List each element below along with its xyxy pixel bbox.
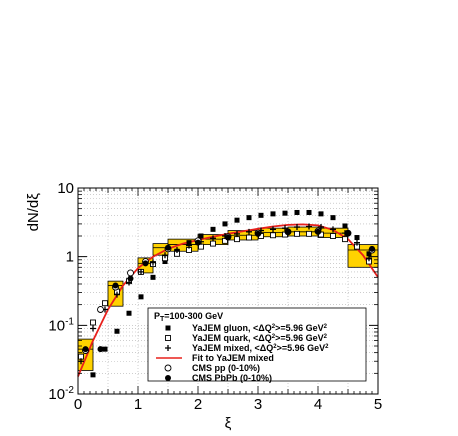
marker-square-filled: [318, 211, 324, 217]
legend-marker-square-open: [165, 335, 171, 341]
marker-circle-filled: [285, 228, 291, 235]
marker-cross: [90, 325, 96, 332]
marker-square-filled: [270, 211, 276, 217]
marker-cross: [330, 226, 336, 233]
x-tick-label: 0: [74, 396, 82, 413]
marker-square-filled: [150, 274, 156, 280]
marker-square-open: [246, 234, 252, 241]
marker-square-filled: [198, 233, 204, 239]
y-tick-label: 10-1: [48, 316, 74, 334]
marker-circle-filled: [369, 245, 375, 252]
axis-ticks: [77, 187, 379, 395]
y-axis-title: dN/dξ: [25, 193, 42, 232]
marker-cross: [138, 268, 144, 275]
marker-circle-filled: [82, 346, 89, 353]
legend-entry-label: YaJEM gluon, <ΔQ2>=5.96 GeV2: [192, 323, 328, 333]
marker-square-filled: [342, 223, 348, 229]
x-tick-label: 2: [194, 396, 202, 413]
legend-box: [147, 307, 367, 382]
marker-square-filled: [90, 372, 96, 378]
marker-cross: [210, 235, 216, 242]
marker-cross: [366, 255, 372, 262]
marker-square-open: [234, 236, 240, 243]
marker-square-filled: [234, 217, 240, 223]
marker-circle-open: [97, 306, 104, 313]
marker-square-filled: [114, 328, 120, 334]
legend-header: PT=100-300 GeV: [154, 311, 223, 323]
marker-square-open: [210, 240, 216, 247]
marker-circle-filled: [195, 239, 201, 246]
marker-square-filled: [366, 251, 372, 257]
marker-square-open: [102, 300, 108, 307]
x-tick-label: 1: [134, 396, 142, 413]
marker-circle-filled: [315, 228, 321, 235]
marker-cross: [318, 224, 324, 231]
data-markers: [78, 209, 376, 378]
marker-square-filled: [258, 212, 264, 218]
marker-square-open: [270, 232, 276, 239]
y-tick-label: 10-2: [48, 385, 74, 403]
marker-square-open: [342, 236, 348, 243]
marker-circle-filled: [97, 346, 104, 353]
legend-marker-square-filled: [165, 325, 171, 331]
y-tick-label: 1: [66, 249, 74, 266]
marker-cross: [150, 259, 156, 266]
marker-cross: [162, 252, 168, 259]
x-axis-title: ξ: [225, 415, 232, 432]
marker-square-filled: [306, 209, 312, 215]
marker-square-filled: [282, 210, 288, 216]
legend-entry-label: Fit to YaJEM mixed: [192, 353, 274, 363]
marker-cross: [114, 291, 120, 298]
legend-marker-cross: [165, 345, 171, 351]
marker-cross: [270, 226, 276, 233]
marker-cross: [246, 228, 252, 235]
legend-entry-label: YaJEM mixed, <ΔQ2>=5.96 GeV2: [192, 343, 329, 353]
marker-cross: [294, 224, 300, 231]
marker-square-filled: [162, 259, 168, 265]
legend-marker-circle-filled: [165, 375, 171, 381]
marker-square-filled: [138, 294, 144, 300]
marker-cross: [354, 239, 360, 246]
marker-square-filled: [294, 209, 300, 215]
x-tick-label: 3: [254, 396, 262, 413]
tick-labels: 0 1 2 3 4 5 10-2 10-1 1 10: [48, 180, 382, 413]
marker-circle-filled: [225, 234, 231, 241]
marker-cross: [306, 223, 312, 230]
marker-circle-filled: [112, 282, 119, 289]
marker-circle-filled: [345, 230, 351, 237]
legend-marker-circle-open: [164, 364, 172, 372]
marker-square-open: [306, 230, 312, 237]
marker-square-filled: [354, 235, 360, 241]
marker-circle-filled: [142, 260, 149, 267]
marker-circle-filled: [165, 244, 171, 251]
x-tick-label: 4: [314, 396, 322, 413]
marker-square-filled: [246, 215, 252, 221]
marker-square-filled: [126, 310, 132, 316]
marker-circle-open: [127, 269, 134, 277]
marker-square-filled: [102, 346, 108, 352]
marker-cross: [234, 230, 240, 237]
marker-circle-filled: [255, 230, 261, 237]
marker-square-filled: [210, 226, 216, 232]
y-tick-label: 10: [57, 180, 74, 197]
marker-square-open: [90, 319, 96, 326]
legend-entry-label: YaJEM quark, <ΔQ2>=5.96 GeV2: [192, 333, 328, 343]
marker-circle-filled: [127, 275, 134, 282]
x-tick-label: 5: [374, 396, 382, 413]
marker-square-filled: [330, 215, 336, 221]
marker-square-open: [294, 230, 300, 237]
marker-cross: [186, 242, 192, 249]
marker-square-open: [330, 233, 336, 239]
marker-cross: [174, 247, 180, 254]
legend-entry-label: CMS pp (0-10%): [192, 363, 260, 373]
marker-square-filled: [222, 221, 228, 227]
legend-entry-label: CMS PbPb (0-10%): [192, 373, 272, 383]
